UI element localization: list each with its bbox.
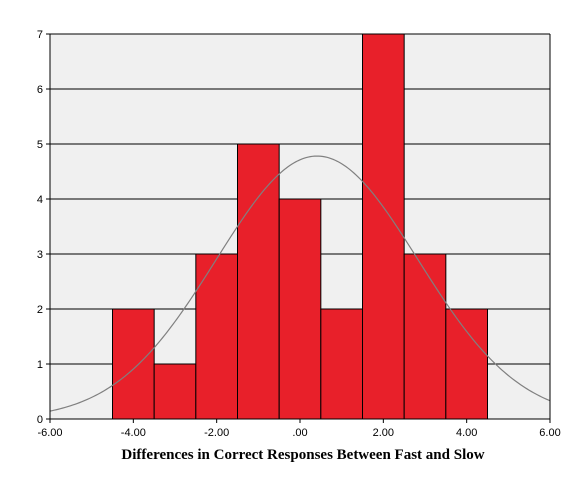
y-tick-label: 4: [37, 194, 43, 206]
histogram-bar: [195, 253, 238, 420]
y-tick-label: 6: [37, 84, 43, 96]
y-tick-label: 2: [37, 304, 43, 316]
histogram-bar: [278, 198, 322, 420]
histogram-bar: [445, 308, 489, 420]
y-tick-label: 5: [37, 139, 43, 151]
x-tick-label: -6.00: [37, 427, 62, 439]
x-tick-label: -2.00: [204, 427, 229, 439]
y-tick-labels: 0 1 2 3 4 5 6 7: [37, 29, 50, 426]
y-tick-label: 0: [37, 414, 43, 426]
x-tick-label: -4.00: [121, 427, 146, 439]
histogram-bar: [237, 143, 280, 420]
x-tick-label: .00: [292, 427, 307, 439]
x-tick-label: 2.00: [373, 427, 394, 439]
histogram-bar: [112, 308, 155, 420]
histogram-bar: [320, 308, 364, 420]
x-tick-label: 6.00: [539, 427, 560, 439]
histogram-bar: [403, 253, 447, 420]
histogram-bar: [153, 363, 197, 420]
x-tick-labels: -6.00 -4.00 -2.00 .00 2.00 4.00 6.00: [37, 419, 561, 439]
y-tick-label: 3: [37, 249, 43, 261]
normal-curve: [49, 155, 551, 412]
y-tick-label: 1: [37, 359, 43, 371]
x-axis-title: Differences in Correct Responses Between…: [121, 447, 484, 463]
y-tick-label: 7: [37, 29, 43, 41]
histogram-bar: [362, 33, 405, 420]
x-tick-label: 4.00: [456, 427, 477, 439]
